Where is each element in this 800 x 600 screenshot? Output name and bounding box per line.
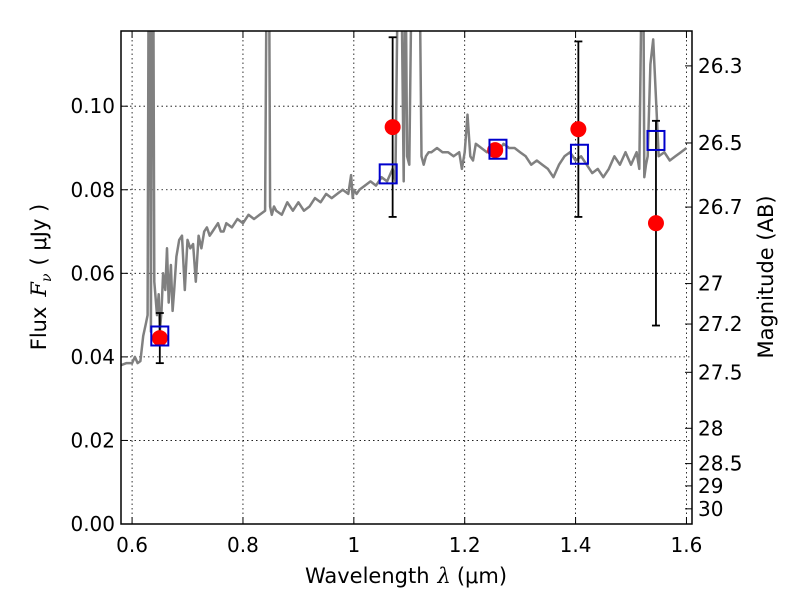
y-axis-ticks: 0.00 0.02 0.04 0.06 0.08 0.10	[70, 94, 128, 536]
y-tick-label-5: 0.10	[70, 94, 115, 118]
mag-tick-label-6: 28	[698, 416, 723, 440]
y-tick-label-1: 0.02	[70, 428, 115, 452]
observed-point-1	[384, 119, 401, 136]
x-tick-label-1: 0.8	[227, 533, 259, 557]
mag-tick-label-9: 30	[698, 497, 723, 521]
mag-tick-label-1: 26.5	[698, 131, 743, 155]
model-square-4	[646, 129, 666, 151]
mag-tick-label-7: 28.5	[698, 452, 743, 476]
x-tick-label-5: 1.6	[671, 533, 703, 557]
y-tick-label-0: 0.00	[70, 512, 115, 536]
model-square-1	[378, 163, 398, 185]
mag-tick-label-8: 29	[698, 474, 723, 498]
mag-tick-label-4: 27.2	[698, 312, 743, 336]
y-tick-label-2: 0.04	[70, 345, 115, 369]
observed-points-layer	[151, 119, 664, 347]
model-spectrum-line	[121, 31, 688, 367]
y-tick-label-4: 0.08	[70, 178, 115, 202]
model-square-0	[150, 325, 170, 347]
mag-tick-label-5: 27.5	[698, 360, 743, 384]
plot-frame	[120, 30, 693, 525]
x-axis-ticks: 0.6 0.8 1 1.2 1.4 1.6	[116, 31, 702, 557]
y-axis-label: FluxFν( μJy )	[27, 204, 55, 350]
model-photometry-layer	[150, 129, 666, 347]
model-spectrum-layer	[121, 31, 688, 367]
model-square-3	[569, 143, 589, 165]
y-tick-label-3: 0.06	[70, 261, 115, 285]
x-tick-label-4: 1.4	[560, 533, 592, 557]
x-tick-label-0: 0.6	[116, 533, 148, 557]
mag-tick-label-0: 26.3	[698, 54, 743, 78]
observed-point-3	[570, 121, 587, 138]
model-square-2	[488, 138, 508, 160]
mag-tick-label-2: 26.7	[698, 195, 743, 219]
right-axis-label: Magnitude (AB)	[754, 195, 778, 358]
x-axis-label: Wavelength λ (μm)	[305, 564, 507, 588]
mag-tick-label-3: 27	[698, 272, 723, 296]
observed-point-2	[487, 142, 504, 159]
x-tick-label-2: 1	[347, 533, 360, 557]
x-tick-label-3: 1.2	[449, 533, 481, 557]
observed-point-4	[647, 215, 664, 232]
observed-point-0	[151, 330, 168, 347]
